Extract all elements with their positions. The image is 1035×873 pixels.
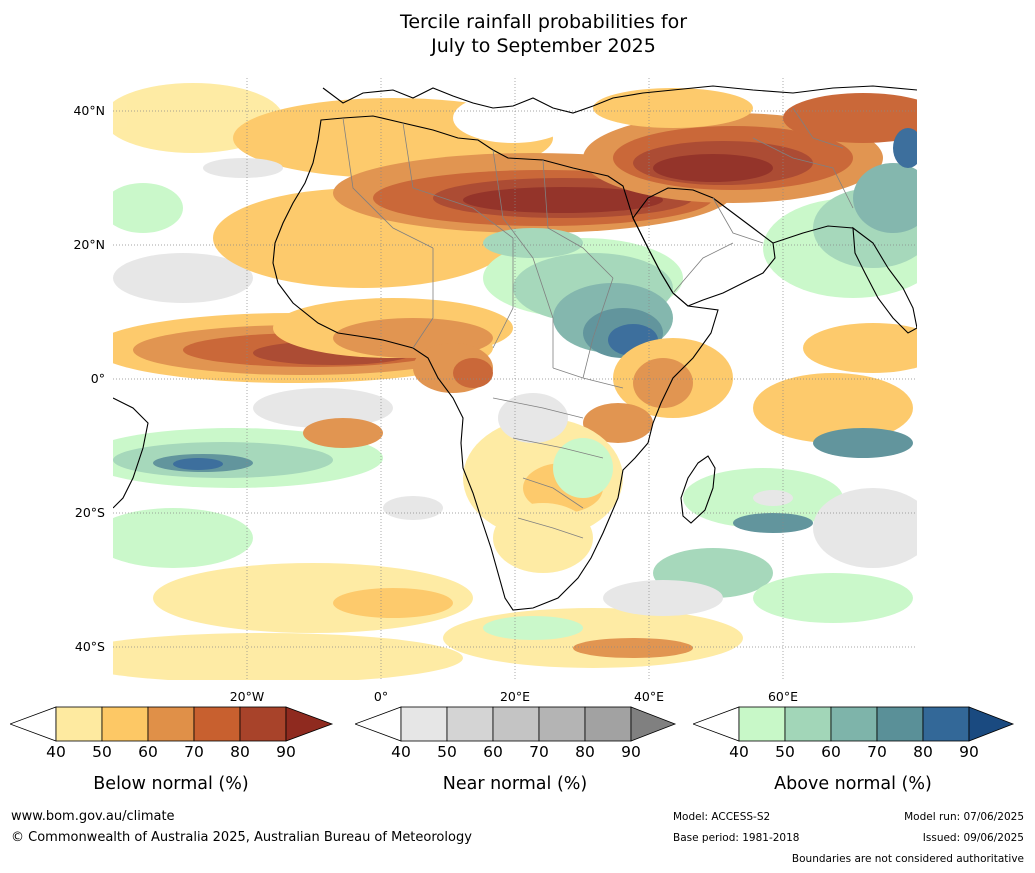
map-title: Tercile rainfall probabilities for July … [0, 10, 1035, 58]
above-tick-50: 50 [775, 743, 795, 761]
above-tick-40: 40 [729, 743, 749, 761]
colorbar-near-normal: 40 50 60 70 80 90 Near normal (%) [355, 706, 680, 806]
below-tick-50: 50 [92, 743, 112, 761]
europe-coastline [322, 85, 917, 114]
madagascar-coastline [680, 455, 716, 524]
rainfall-probability-map[interactable] [113, 78, 917, 680]
near-swatch-under [355, 706, 402, 742]
africa-coastline [272, 115, 719, 611]
south-america-coastline [113, 397, 149, 509]
above-tick-90: 90 [959, 743, 979, 761]
footer-model-run: Model run: 07/06/2025 [904, 811, 1024, 823]
footer-boundaries-note: Boundaries are not considered authoritat… [791, 853, 1024, 865]
below-normal-title: Below normal (%) [93, 774, 249, 794]
lat-label-20n: 20°N [73, 237, 105, 252]
probability-field [113, 83, 917, 680]
footer-copyright: © Commonwealth of Australia 2025, Austra… [11, 830, 472, 845]
coastlines [113, 85, 917, 611]
near-normal-title: Near normal (%) [442, 774, 588, 794]
near-tick-90: 90 [621, 743, 641, 761]
near-tick-70: 70 [529, 743, 549, 761]
near-swatch-over [630, 706, 677, 742]
map-canvas [113, 78, 917, 680]
below-swatch-under [10, 706, 57, 742]
near-swatch-90 [584, 706, 632, 742]
lon-label-20w: 20°W [229, 689, 265, 704]
below-swatch-60 [101, 706, 149, 742]
below-tick-90: 90 [276, 743, 296, 761]
lon-label-60e: 60°E [767, 689, 799, 704]
footer-model: Model: ACCESS-S2 [673, 811, 771, 823]
near-swatch-50 [400, 706, 448, 742]
below-swatch-80 [193, 706, 241, 742]
lon-label-20e: 20°E [499, 689, 531, 704]
lon-label-0: 0° [373, 689, 389, 704]
near-tick-50: 50 [437, 743, 457, 761]
below-swatch-over [285, 706, 334, 742]
footer-issued: Issued: 09/06/2025 [922, 832, 1024, 844]
above-swatch-50 [738, 706, 786, 742]
below-swatch-90 [239, 706, 287, 742]
below-tick-80: 80 [230, 743, 250, 761]
colorbar-above-normal: 40 50 60 70 80 90 Above normal (%) [693, 706, 1018, 806]
footer-url[interactable]: www.bom.gov.au/climate [11, 809, 175, 824]
near-swatch-70 [492, 706, 540, 742]
footer-base-period: Base period: 1981-2018 [673, 832, 800, 844]
above-swatch-under [693, 706, 740, 742]
lat-label-40n: 40°N [73, 103, 105, 118]
above-swatch-70 [830, 706, 878, 742]
lat-label-20s: 20°S [74, 505, 105, 520]
above-tick-70: 70 [867, 743, 887, 761]
title-line-1: Tercile rainfall probabilities for [399, 11, 688, 33]
colorbar-above-swatches [693, 706, 1015, 742]
below-swatch-70 [147, 706, 195, 742]
lon-label-40e: 40°E [633, 689, 665, 704]
colorbar-below-normal: 40 50 60 70 80 90 Below normal (%) [10, 706, 335, 806]
arabia-coastline [632, 187, 776, 307]
near-tick-40: 40 [391, 743, 411, 761]
near-tick-60: 60 [483, 743, 503, 761]
above-normal-title: Above normal (%) [774, 774, 932, 794]
below-tick-70: 70 [184, 743, 204, 761]
below-tick-60: 60 [138, 743, 158, 761]
near-tick-80: 80 [575, 743, 595, 761]
india-coastline [852, 226, 917, 334]
above-swatch-80 [876, 706, 924, 742]
below-tick-40: 40 [46, 743, 66, 761]
colorbar-below-swatches [10, 706, 334, 742]
country-borders [342, 107, 854, 539]
above-tick-80: 80 [913, 743, 933, 761]
arabian-sea-coast [772, 225, 854, 244]
graticule [113, 78, 917, 680]
title-line-2: July to September 2025 [431, 35, 656, 57]
above-swatch-90 [922, 706, 970, 742]
above-tick-60: 60 [821, 743, 841, 761]
below-swatch-50 [55, 706, 103, 742]
near-swatch-60 [446, 706, 494, 742]
lat-label-equator: 0° [90, 371, 105, 386]
near-swatch-80 [538, 706, 586, 742]
colorbar-near-swatches [355, 706, 677, 742]
lat-label-40s: 40°S [74, 639, 105, 654]
above-swatch-over [968, 706, 1015, 742]
above-swatch-60 [784, 706, 832, 742]
